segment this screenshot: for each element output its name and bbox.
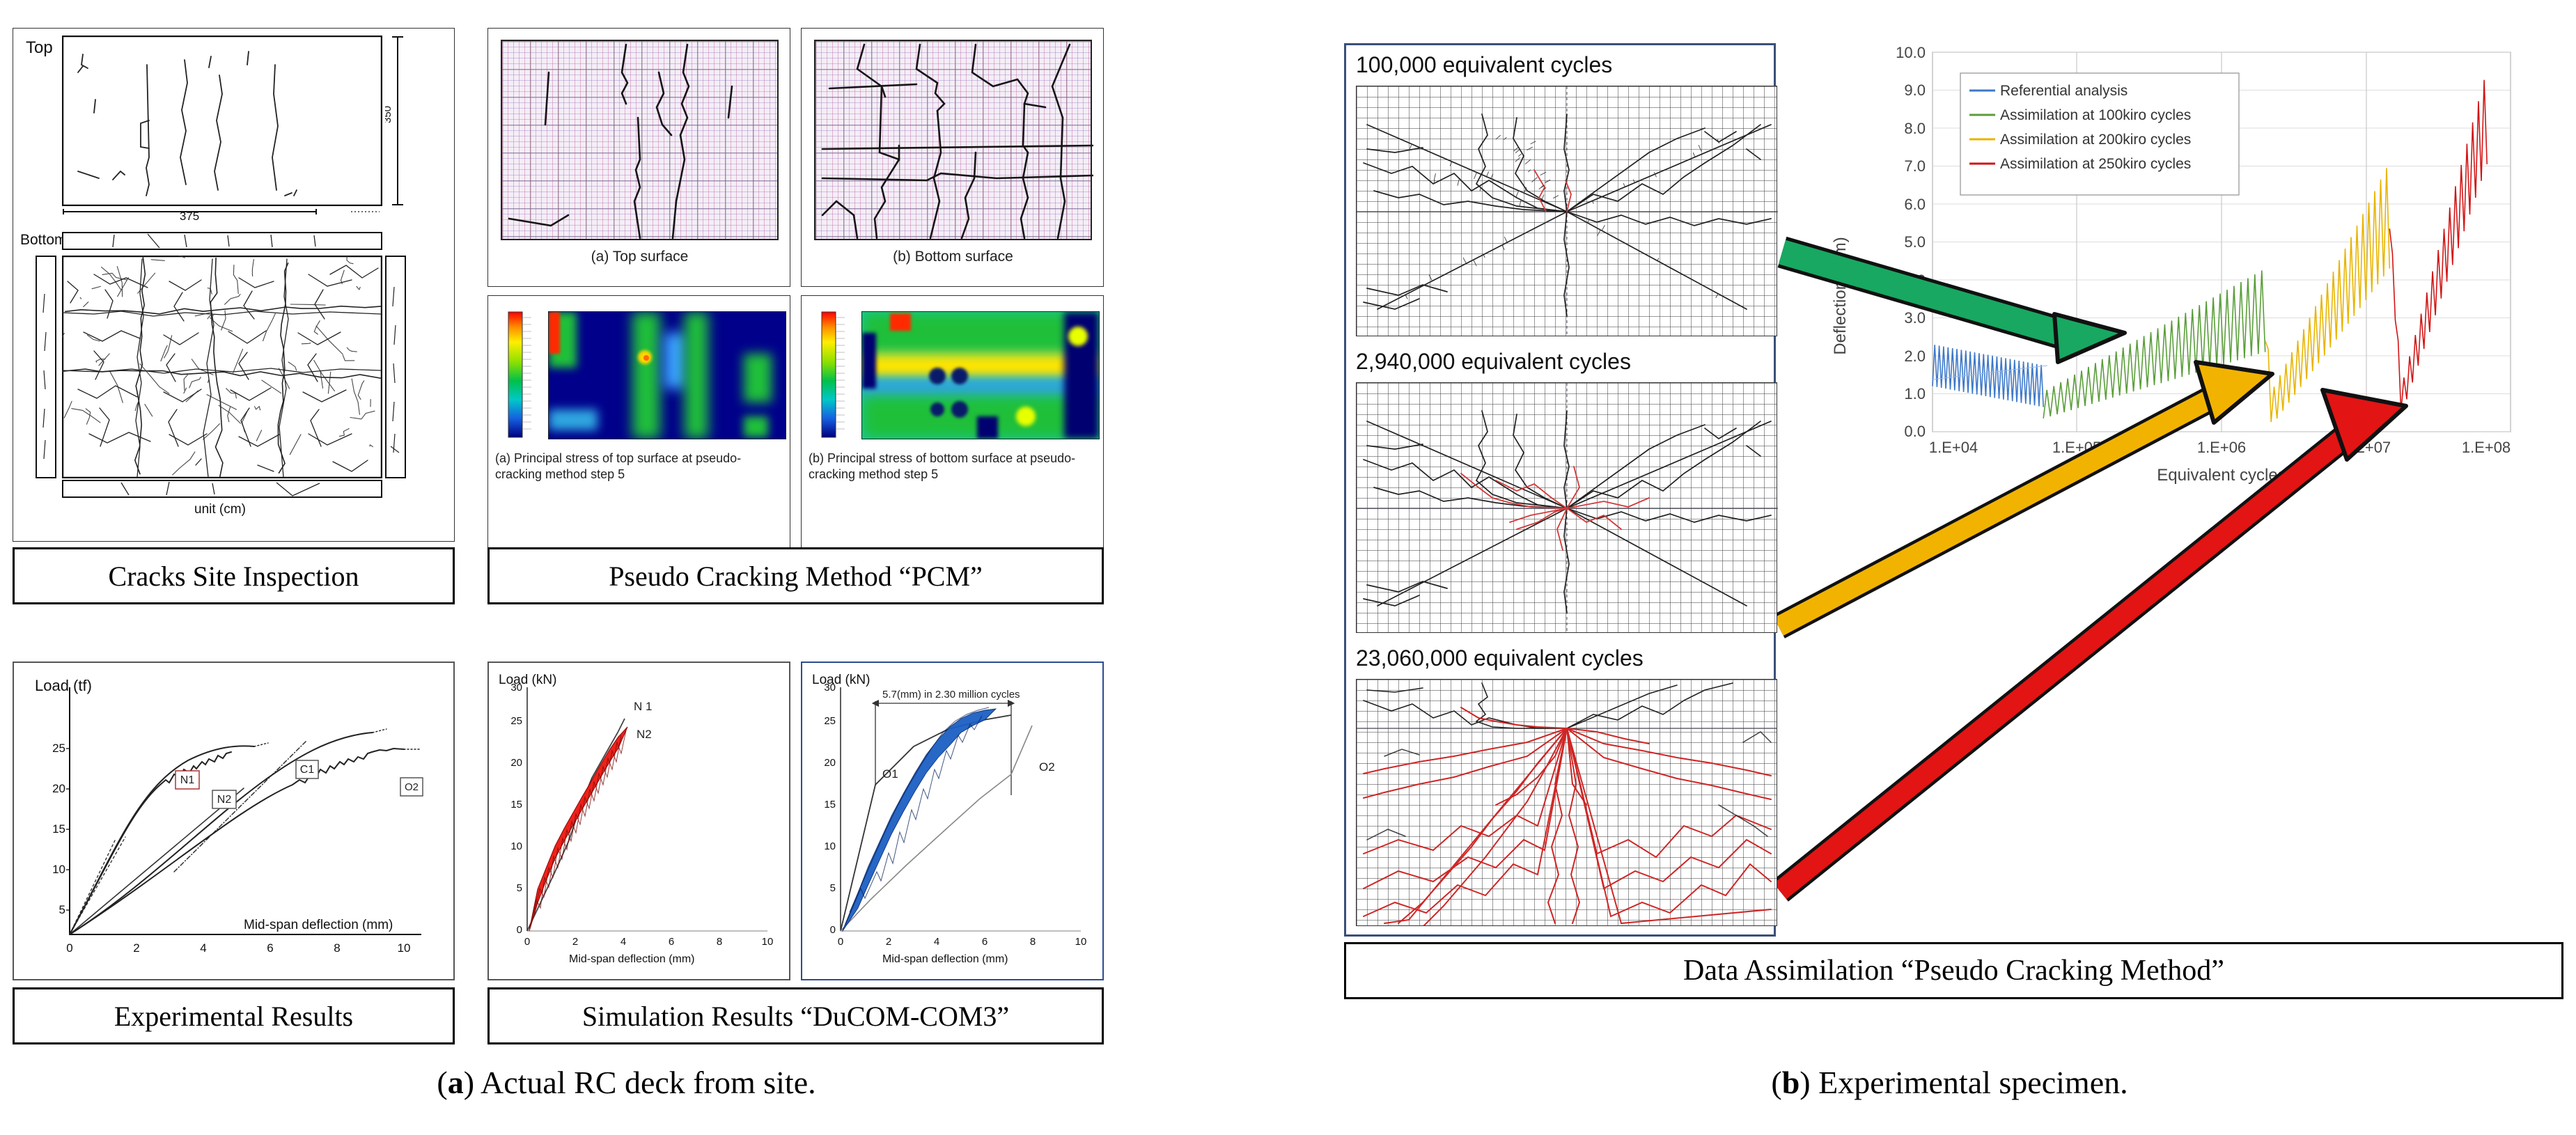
svg-text:0: 0 [838, 936, 843, 948]
svg-text:0: 0 [66, 941, 72, 955]
svg-text:N2: N2 [637, 728, 652, 741]
svg-text:10: 10 [510, 840, 522, 852]
svg-text:6: 6 [669, 936, 674, 948]
svg-text:30: 30 [510, 682, 522, 694]
svg-text:20: 20 [52, 782, 65, 795]
svg-text:25: 25 [510, 715, 522, 727]
svg-text:15: 15 [824, 799, 836, 811]
svg-text:0.0: 0.0 [1904, 423, 1926, 440]
svg-text:10.0: 10.0 [1896, 45, 1926, 61]
svg-text:2.0: 2.0 [1904, 347, 1926, 365]
svg-text:10: 10 [398, 941, 411, 955]
svg-text:0: 0 [830, 924, 836, 936]
svg-text:O2: O2 [1039, 760, 1055, 774]
svg-text:20: 20 [824, 757, 836, 769]
svg-text:Equivalent cycles: Equivalent cycles [2157, 466, 2286, 485]
svg-text:0: 0 [524, 936, 530, 948]
svg-text:5.0: 5.0 [1904, 233, 1926, 251]
svg-text:350: 350 [385, 106, 393, 123]
svg-text:Referential analysis: Referential analysis [2000, 83, 2128, 99]
svg-text:C1: C1 [300, 764, 315, 776]
svg-text:4: 4 [200, 941, 206, 955]
svg-text:Assimilation at 100kiro cycles: Assimilation at 100kiro cycles [2000, 107, 2191, 123]
svg-text:1.E+06: 1.E+06 [2197, 439, 2246, 456]
svg-text:2: 2 [133, 941, 139, 955]
svg-text:7.0: 7.0 [1904, 157, 1926, 175]
svg-text:1.E+04: 1.E+04 [1929, 439, 1978, 456]
svg-text:375: 375 [180, 210, 199, 222]
svg-text:Assimilation at 250kiro cycles: Assimilation at 250kiro cycles [2000, 156, 2191, 172]
svg-text:Load (kN): Load (kN) [499, 673, 556, 687]
svg-text:10: 10 [1075, 936, 1087, 948]
svg-text:Deflection (mm): Deflection (mm) [1831, 237, 1850, 354]
svg-text:4: 4 [934, 936, 939, 948]
svg-text:15: 15 [52, 822, 65, 836]
svg-text:10: 10 [762, 936, 774, 948]
svg-text:1.E+08: 1.E+08 [2462, 439, 2511, 456]
svg-text:Mid-span deflection (mm): Mid-span deflection (mm) [244, 918, 393, 932]
svg-text:15: 15 [510, 799, 522, 811]
svg-text:5: 5 [517, 882, 522, 894]
svg-text:O2: O2 [405, 781, 419, 793]
svg-text:25: 25 [52, 742, 65, 755]
svg-text:6: 6 [267, 941, 273, 955]
svg-text:8: 8 [717, 936, 722, 948]
svg-text:4.0: 4.0 [1904, 272, 1926, 289]
svg-text:6: 6 [982, 936, 988, 948]
svg-text:9.0: 9.0 [1904, 81, 1926, 99]
svg-text:8: 8 [334, 941, 340, 955]
svg-text:8: 8 [1030, 936, 1036, 948]
svg-text:2: 2 [886, 936, 891, 948]
svg-text:Mid-span deflection (mm): Mid-span deflection (mm) [882, 953, 1008, 965]
svg-text:N 1: N 1 [634, 700, 652, 713]
svg-text:Mid-span deflection (mm): Mid-span deflection (mm) [569, 953, 695, 965]
svg-text:1.0: 1.0 [1904, 385, 1926, 402]
svg-text:Assimilation at 200kiro cycles: Assimilation at 200kiro cycles [2000, 132, 2191, 148]
svg-text:10: 10 [824, 840, 836, 852]
svg-text:2: 2 [572, 936, 578, 948]
svg-text:N2: N2 [217, 794, 232, 806]
svg-text:3.0: 3.0 [1904, 309, 1926, 327]
svg-text:25: 25 [824, 715, 836, 727]
svg-text:Load (kN): Load (kN) [812, 673, 870, 687]
svg-text:Load (tf): Load (tf) [35, 677, 92, 694]
svg-text:4: 4 [620, 936, 626, 948]
svg-text:1.E+07: 1.E+07 [2342, 439, 2391, 456]
svg-text:6.0: 6.0 [1904, 196, 1926, 213]
svg-text:5: 5 [830, 882, 836, 894]
svg-text:10: 10 [52, 863, 65, 876]
svg-text:O1: O1 [882, 767, 898, 781]
svg-text:N1: N1 [180, 774, 195, 786]
svg-text:1.E+05: 1.E+05 [2052, 439, 2101, 456]
svg-text:0: 0 [517, 924, 522, 936]
svg-text:20: 20 [510, 757, 522, 769]
svg-text:5: 5 [59, 903, 65, 916]
svg-text:30: 30 [824, 682, 836, 694]
svg-text:5.7(mm) in 2.30 million cycles: 5.7(mm) in 2.30 million cycles [882, 689, 1020, 700]
svg-text:8.0: 8.0 [1904, 120, 1926, 137]
